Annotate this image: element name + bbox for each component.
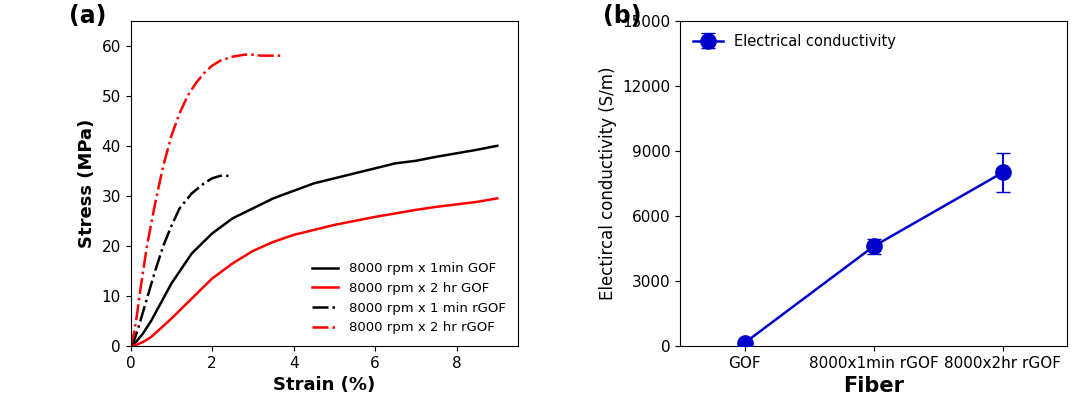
Line: 8000 rpm x 1min GOF: 8000 rpm x 1min GOF — [131, 146, 498, 346]
8000 rpm x 1min GOF — [470, 147, 484, 152]
X-axis label: Strain (%): Strain (%) — [273, 376, 376, 394]
8000 rpm x 2 hr rGOF — [164, 133, 178, 138]
8000 rpm x 1min GOF — [409, 158, 423, 163]
8000 rpm x 2 hr GOF — [368, 214, 381, 219]
8000 rpm x 2 hr rGOF — [238, 52, 252, 57]
8000 rpm x 2 hr GOF — [136, 339, 149, 344]
8000 rpm x 1min GOF — [430, 154, 443, 159]
8000 rpm x 2 hr GOF — [227, 261, 240, 266]
8000 rpm x 1min GOF — [206, 231, 219, 236]
Line: 8000 rpm x 1 min rGOF: 8000 rpm x 1 min rGOF — [131, 176, 233, 346]
8000 rpm x 1min GOF — [368, 166, 381, 171]
8000 rpm x 1min GOF — [164, 281, 178, 286]
8000 rpm x 2 hr rGOF — [157, 163, 170, 168]
8000 rpm x 1min GOF — [307, 181, 320, 186]
8000 rpm x 1min GOF — [157, 296, 170, 301]
8000 rpm x 2 hr rGOF — [173, 111, 186, 116]
8000 rpm x 1min GOF — [491, 143, 504, 148]
8000 rpm x 2 hr rGOF — [127, 331, 140, 336]
Legend: Electrical conductivity: Electrical conductivity — [687, 28, 902, 54]
8000 rpm x 2 hr GOF — [450, 202, 463, 207]
8000 rpm x 1min GOF — [124, 344, 137, 349]
8000 rpm x 1min GOF — [227, 216, 240, 221]
8000 rpm x 1 min rGOF — [185, 191, 198, 196]
8000 rpm x 2 hr GOF — [307, 227, 320, 232]
8000 rpm x 1min GOF — [287, 188, 301, 193]
8000 rpm x 1min GOF — [328, 176, 341, 181]
8000 rpm x 1min GOF — [389, 161, 402, 166]
8000 rpm x 1 min rGOF — [173, 206, 186, 211]
8000 rpm x 2 hr rGOF — [181, 93, 194, 98]
8000 rpm x 1min GOF — [348, 171, 362, 176]
8000 rpm x 1 min rGOF — [148, 269, 161, 274]
8000 rpm x 2 hr GOF — [470, 199, 484, 204]
8000 rpm x 2 hr GOF — [287, 232, 301, 237]
8000 rpm x 2 hr GOF — [246, 248, 259, 253]
8000 rpm x 2 hr GOF — [409, 207, 423, 212]
Legend: 8000 rpm x 1min GOF, 8000 rpm x 2 hr GOF, 8000 rpm x 1 min rGOF, 8000 rpm x 2 hr: 8000 rpm x 1min GOF, 8000 rpm x 2 hr GOF… — [307, 257, 511, 339]
X-axis label: Fiber: Fiber — [843, 376, 904, 396]
Line: 8000 rpm x 2 hr GOF: 8000 rpm x 2 hr GOF — [131, 198, 498, 346]
8000 rpm x 2 hr rGOF — [131, 314, 144, 318]
8000 rpm x 1min GOF — [131, 339, 144, 344]
8000 rpm x 1 min rGOF — [157, 243, 170, 248]
8000 rpm x 2 hr rGOF — [140, 243, 154, 248]
Y-axis label: Electircal conductivity (S/m): Electircal conductivity (S/m) — [599, 67, 616, 300]
8000 rpm x 2 hr rGOF — [197, 71, 210, 76]
Line: 8000 rpm x 2 hr rGOF: 8000 rpm x 2 hr rGOF — [131, 55, 281, 346]
8000 rpm x 1 min rGOF — [132, 323, 145, 328]
8000 rpm x 2 hr rGOF — [148, 201, 161, 206]
8000 rpm x 2 hr GOF — [267, 239, 280, 244]
8000 rpm x 2 hr rGOF — [134, 283, 147, 288]
8000 rpm x 2 hr GOF — [430, 204, 443, 209]
8000 rpm x 2 hr rGOF — [267, 53, 280, 58]
8000 rpm x 2 hr rGOF — [227, 54, 240, 59]
8000 rpm x 2 hr GOF — [348, 218, 362, 223]
Text: (a): (a) — [69, 5, 106, 28]
8000 rpm x 2 hr rGOF — [124, 344, 137, 349]
8000 rpm x 2 hr GOF — [389, 211, 402, 216]
8000 rpm x 2 hr GOF — [131, 342, 144, 347]
8000 rpm x 2 hr GOF — [491, 196, 504, 201]
8000 rpm x 1 min rGOF — [164, 223, 178, 228]
8000 rpm x 1 min rGOF — [227, 173, 240, 178]
8000 rpm x 1 min rGOF — [129, 336, 142, 341]
8000 rpm x 2 hr rGOF — [189, 81, 203, 86]
8000 rpm x 2 hr GOF — [164, 316, 178, 321]
8000 rpm x 1 min rGOF — [197, 181, 210, 186]
Y-axis label: Stress (MPa): Stress (MPa) — [78, 119, 96, 248]
8000 rpm x 2 hr GOF — [185, 296, 198, 301]
Text: (b): (b) — [603, 5, 641, 28]
8000 rpm x 1 min rGOF — [206, 176, 219, 181]
8000 rpm x 1 min rGOF — [213, 173, 227, 178]
8000 rpm x 2 hr GOF — [328, 222, 341, 227]
8000 rpm x 2 hr GOF — [157, 323, 170, 328]
8000 rpm x 2 hr rGOF — [255, 53, 268, 58]
8000 rpm x 1min GOF — [136, 331, 149, 336]
8000 rpm x 1 min rGOF — [124, 344, 137, 349]
8000 rpm x 1min GOF — [267, 196, 280, 201]
8000 rpm x 2 hr GOF — [206, 276, 219, 281]
8000 rpm x 1min GOF — [185, 251, 198, 256]
8000 rpm x 2 hr rGOF — [274, 53, 287, 58]
8000 rpm x 2 hr rGOF — [213, 58, 227, 63]
8000 rpm x 1min GOF — [450, 151, 463, 156]
8000 rpm x 1 min rGOF — [140, 296, 154, 301]
8000 rpm x 2 hr GOF — [145, 335, 158, 339]
8000 rpm x 2 hr GOF — [124, 344, 137, 349]
8000 rpm x 1min GOF — [145, 318, 158, 323]
8000 rpm x 1min GOF — [246, 206, 259, 211]
8000 rpm x 2 hr rGOF — [246, 52, 259, 57]
8000 rpm x 2 hr rGOF — [206, 63, 219, 68]
